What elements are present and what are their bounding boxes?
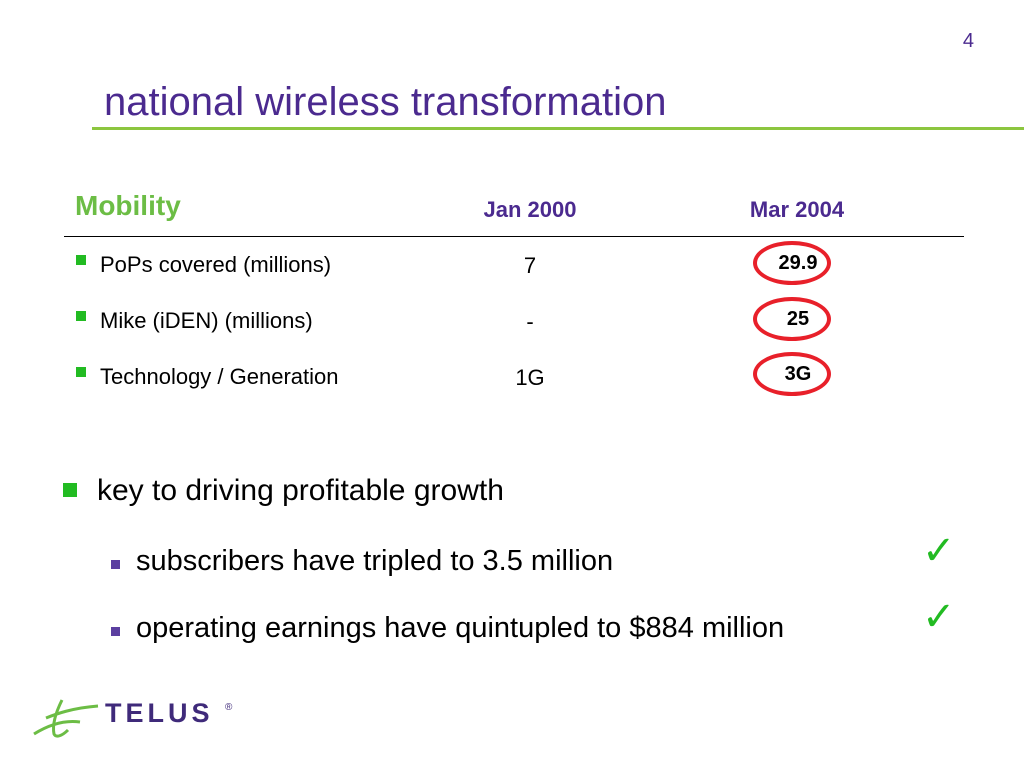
main-bullet-icon	[63, 483, 77, 497]
main-bullet-text: key to driving profitable growth	[97, 474, 504, 507]
row-value-mar-2004: 25	[786, 308, 810, 330]
page-number: 4	[962, 30, 974, 52]
registered-mark: ®	[225, 702, 233, 713]
table-row: Mike (iDEN) (millions) - 25	[0, 297, 1024, 346]
column-header-mar-2004: Mar 2004	[749, 197, 845, 222]
highlight-circle	[753, 241, 831, 285]
row-value-mar-2004: 29.9	[778, 252, 818, 274]
sub-bullet-text: subscribers have tripled to 3.5 million	[136, 545, 614, 577]
row-value-mar-2004: 3G	[784, 363, 812, 385]
row-value-jan-2000: 7	[523, 253, 537, 278]
telus-logo-icon	[32, 694, 102, 745]
table-row: PoPs covered (millions) 7 29.9	[0, 241, 1024, 290]
row-label: PoPs covered (millions)	[100, 252, 332, 277]
column-header-jan-2000: Jan 2000	[483, 197, 577, 222]
row-bullet-icon	[76, 311, 86, 321]
row-label: Technology / Generation	[100, 364, 339, 389]
title-underline	[92, 127, 1024, 130]
highlight-circle	[753, 352, 831, 396]
slide-title: national wireless transformation	[104, 80, 667, 124]
telus-logo-text: TELUS	[105, 698, 214, 728]
checkmark-icon: ✓	[922, 595, 956, 639]
highlight-circle	[753, 297, 831, 341]
checkmark-icon: ✓	[922, 529, 956, 573]
row-bullet-icon	[76, 367, 86, 377]
sub-bullet-icon	[111, 627, 120, 636]
table-row: Technology / Generation 1G 3G	[0, 352, 1024, 402]
row-bullet-icon	[76, 255, 86, 265]
mobility-heading: Mobility	[75, 190, 181, 221]
sub-bullet-text: operating earnings have quintupled to $8…	[136, 612, 785, 644]
row-value-jan-2000: -	[526, 309, 534, 334]
sub-bullet-icon	[111, 560, 120, 569]
row-label: Mike (iDEN) (millions)	[100, 308, 313, 333]
row-value-jan-2000: 1G	[515, 365, 545, 390]
table-header-rule	[64, 236, 964, 237]
